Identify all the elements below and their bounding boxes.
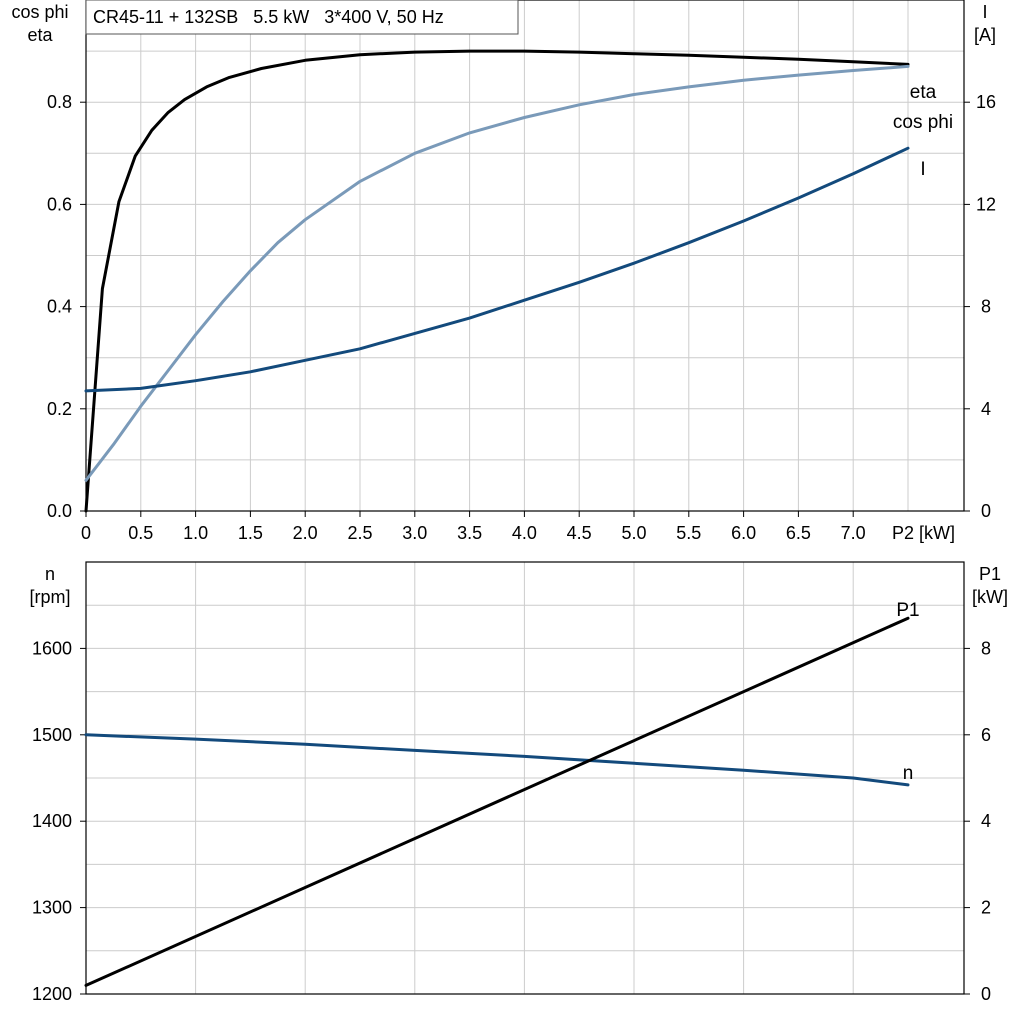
- x-tick-label: 3.0: [402, 523, 427, 543]
- right-y-tick-label: 0: [981, 501, 991, 521]
- series-label-cos-phi: cos phi: [893, 112, 953, 133]
- x-tick-label: 3.5: [457, 523, 482, 543]
- bottom-left-y-tick-label: 1600: [32, 638, 72, 658]
- x-tick-label: 5.0: [621, 523, 646, 543]
- bottom-grid: [86, 562, 964, 994]
- series-label-current: I: [920, 159, 925, 180]
- top-left-axis-label-1: cos phi: [11, 2, 68, 22]
- left-y-tick-label: 0.4: [47, 297, 72, 317]
- bottom-left-axis-label-2: [rpm]: [29, 587, 70, 607]
- right-y-tick-label: 8: [981, 297, 991, 317]
- bottom-left-y-tick-label: 1200: [32, 984, 72, 1004]
- bottom-right-axis-label-1: P1: [979, 564, 1001, 584]
- bottom-series-p1-line: [84, 616, 910, 987]
- top-series: eta cos phi I: [84, 49, 953, 513]
- series-label-n: n: [903, 763, 914, 784]
- left-y-tick-label: 0.6: [47, 194, 72, 214]
- x-tick-label: 7.0: [841, 523, 866, 543]
- bottom-right-y-tick-label: 2: [981, 898, 991, 918]
- top-chart-panel: 0 0.5 1.0 1.5 2.0 2.5 3.0 3.5 4.0 4.5 5.0 5.5 6.0 6.5…: [11, 0, 996, 543]
- x-tick-label: 4.0: [512, 523, 537, 543]
- chart-title-box: [85, 0, 519, 35]
- series-label-p1: P1: [896, 600, 919, 621]
- top-right-axis-label-2: [A]: [974, 25, 996, 45]
- bottom-right-y-tick-label: 8: [981, 638, 991, 658]
- x-tick-label: 1.0: [183, 523, 208, 543]
- series-label-eta: eta: [910, 82, 937, 103]
- right-y-tick-label: 16: [976, 92, 996, 112]
- left-y-tick-label: 0.8: [47, 92, 72, 112]
- x-tick-label: 6.5: [786, 523, 811, 543]
- bottom-chart-panel: 1200 1300 1400 1500 1600 0 2 4 6 8 n P1 n [rpm] P1…: [29, 561, 1008, 1004]
- top-grid: [86, 0, 964, 511]
- bottom-right-y-tick-label: 0: [981, 984, 991, 1004]
- bottom-series: n P1: [84, 600, 920, 987]
- x-tick-label: 6.0: [731, 523, 756, 543]
- top-series-eta-line: [84, 49, 910, 513]
- bottom-left-axis-label-1: n: [45, 564, 55, 584]
- x-tick-label: 5.5: [676, 523, 701, 543]
- x-tick-label: 4.5: [567, 523, 592, 543]
- bottom-left-y-tick-label: 1500: [32, 725, 72, 745]
- bottom-series-n-line: [84, 733, 910, 787]
- bottom-left-y-tick-label: 1400: [32, 811, 72, 831]
- top-series-i-line: [84, 146, 910, 393]
- x-tick-label: 2.5: [347, 523, 372, 543]
- bottom-ticks: 1200 1300 1400 1500 1600 0 2 4 6 8: [32, 638, 991, 1004]
- top-plot-frame: [85, 0, 965, 512]
- bottom-right-y-tick-label: 6: [981, 725, 991, 745]
- bottom-right-y-tick-label: 4: [981, 811, 991, 831]
- bottom-plot-frame: [85, 561, 965, 995]
- x-axis-label: P2 [kW]: [892, 523, 955, 543]
- top-left-axis-label-2: eta: [27, 25, 53, 45]
- x-tick-label: 0.5: [128, 523, 153, 543]
- chart-title: CR45-11 + 132SB 5.5 kW 3*400 V, 50 Hz: [93, 7, 444, 27]
- left-y-tick-label: 0.0: [47, 501, 72, 521]
- x-tick-label: 2.0: [293, 523, 318, 543]
- bottom-right-axis-label-2: [kW]: [972, 587, 1008, 607]
- top-series-cos-phi-line: [84, 64, 910, 482]
- left-y-tick-label: 0.2: [47, 399, 72, 419]
- bottom-left-y-tick-label: 1300: [32, 898, 72, 918]
- right-y-tick-label: 12: [976, 194, 996, 214]
- x-tick-label: 1.5: [238, 523, 263, 543]
- x-tick-label: 0: [81, 523, 91, 543]
- top-ticks: 0 0.5 1.0 1.5 2.0 2.5 3.0 3.5 4.0 4.5 5.0 5.5 6.0 6.5…: [47, 92, 996, 543]
- right-y-tick-label: 4: [981, 399, 991, 419]
- top-right-axis-label-1: I: [982, 2, 987, 22]
